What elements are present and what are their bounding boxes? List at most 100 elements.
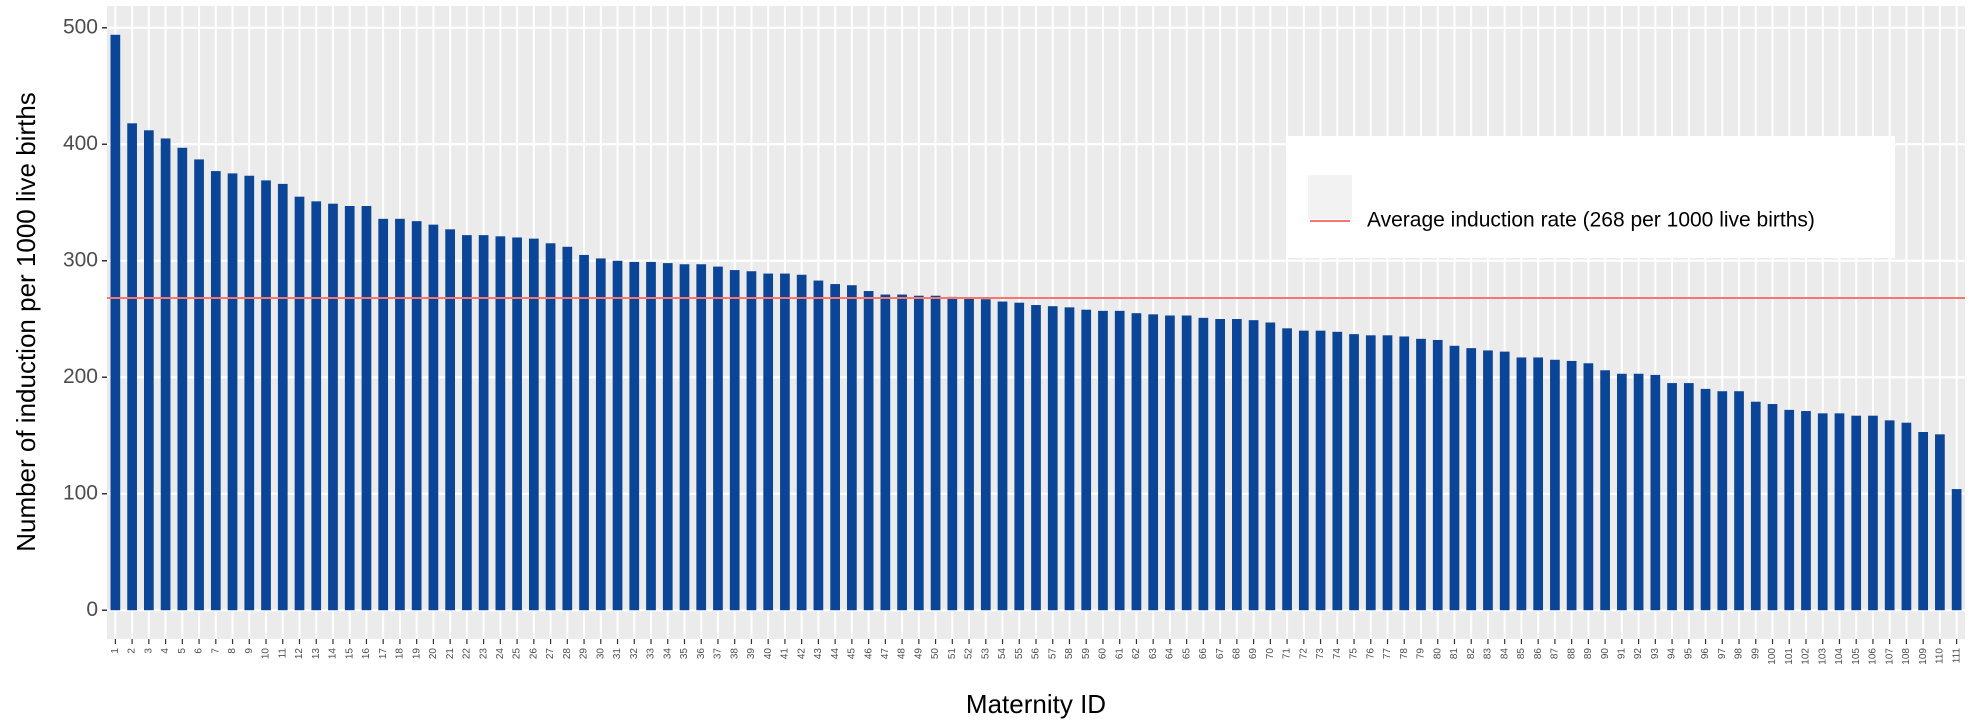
x-tick-label: 7 [210, 648, 221, 654]
x-tick-label: 74 [1332, 648, 1343, 660]
bar [1298, 330, 1309, 611]
x-tick-label: 54 [997, 648, 1008, 660]
x-tick-label: 103 [1817, 648, 1828, 665]
bar [1750, 401, 1761, 611]
x-tick-label: 95 [1683, 648, 1694, 660]
bar [1416, 338, 1426, 611]
bar [143, 130, 154, 611]
bar [277, 183, 288, 611]
x-tick-label: 90 [1600, 648, 1611, 660]
x-tick-label: 2 [127, 648, 138, 654]
bar [1148, 314, 1159, 611]
x-tick-label: 49 [913, 648, 924, 660]
x-tick-label: 86 [1533, 648, 1544, 660]
bar [696, 264, 707, 611]
x-tick-label: 97 [1717, 648, 1728, 660]
x-tick-label: 105 [1851, 648, 1862, 665]
x-tick-label: 108 [1901, 648, 1912, 665]
x-tick-label: 29 [579, 648, 590, 660]
bar [1365, 335, 1376, 611]
x-tick-label: 69 [1248, 648, 1259, 660]
x-tick-label: 64 [1165, 648, 1176, 660]
x-tick-label: 83 [1483, 648, 1494, 660]
x-tick-label: 99 [1750, 648, 1761, 660]
x-tick-label: 13 [311, 648, 322, 660]
bar [1349, 334, 1359, 611]
x-tick-label: 70 [1265, 648, 1276, 660]
x-tick-label: 28 [562, 648, 573, 660]
bar [495, 236, 506, 611]
x-tick-label: 33 [646, 648, 657, 660]
bar [595, 258, 606, 611]
bar [462, 235, 472, 611]
x-tick-label: 20 [428, 648, 439, 660]
bar [847, 285, 857, 611]
bar [1466, 348, 1477, 611]
x-tick-label: 75 [1349, 648, 1360, 660]
bar [679, 264, 690, 611]
x-tick-label: 15 [344, 648, 355, 660]
x-tick-label: 5 [177, 648, 188, 654]
bar [1533, 357, 1544, 611]
bar [110, 34, 121, 611]
bar [395, 218, 405, 611]
bar [1650, 374, 1661, 611]
x-tick-label: 89 [1583, 648, 1594, 660]
x-tick-label: 78 [1399, 648, 1410, 660]
x-tick-label: 100 [1767, 648, 1778, 665]
x-tick-label: 71 [1282, 648, 1293, 660]
y-axis-title: Number of induction per 1000 live births [11, 92, 41, 552]
x-tick-label: 60 [1098, 648, 1109, 660]
bar [746, 271, 757, 611]
bar [629, 261, 640, 611]
x-tick-label: 34 [662, 648, 673, 660]
x-tick-label: 25 [512, 648, 523, 660]
y-tick-label: 100 [63, 481, 98, 504]
bar [980, 299, 991, 611]
bar [1432, 339, 1443, 611]
bar [830, 284, 840, 611]
bar [913, 295, 924, 611]
bar [796, 274, 807, 611]
bar [361, 206, 372, 611]
x-tick-label: 4 [160, 648, 171, 654]
bar [1047, 306, 1058, 611]
bar [160, 138, 171, 611]
y-tick-label: 200 [63, 365, 98, 388]
bar [1884, 420, 1895, 611]
bar [1031, 305, 1041, 611]
x-tick-label: 14 [328, 648, 339, 660]
bar [1399, 336, 1410, 611]
bar [947, 296, 958, 611]
bar [1131, 313, 1142, 611]
bar [1617, 373, 1627, 611]
x-tick-label: 1 [110, 648, 121, 654]
x-tick-label: 63 [1148, 648, 1159, 660]
bar [1600, 370, 1610, 611]
x-tick-label: 31 [612, 648, 623, 660]
bar [729, 270, 740, 611]
bar [1717, 391, 1728, 611]
x-tick-label: 57 [1047, 648, 1058, 660]
bar [344, 206, 355, 611]
x-tick-label: 72 [1298, 648, 1309, 660]
bar [1767, 404, 1778, 611]
x-tick-label: 17 [378, 648, 389, 660]
bar [512, 237, 522, 611]
x-tick-label: 27 [545, 648, 556, 660]
x-tick-label: 73 [1315, 648, 1326, 660]
x-tick-label: 9 [244, 648, 255, 654]
x-tick-label: 65 [1181, 648, 1192, 660]
bar [1734, 391, 1744, 611]
x-tick-label: 35 [679, 648, 690, 660]
x-tick-label: 68 [1232, 648, 1243, 660]
bar [1282, 328, 1292, 611]
x-tick-label: 16 [361, 648, 372, 660]
bar [964, 298, 974, 611]
bar [813, 280, 824, 611]
bar [1801, 411, 1811, 611]
x-tick-label: 61 [1114, 648, 1125, 660]
bar [478, 235, 489, 611]
bar [1165, 315, 1175, 611]
